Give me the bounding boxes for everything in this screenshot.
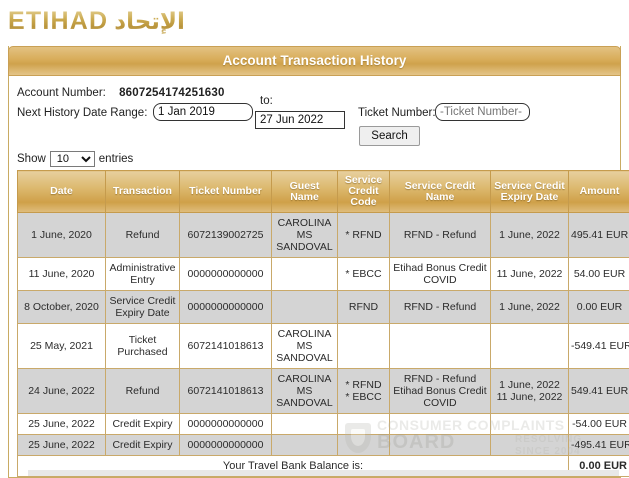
cell-transaction: Ticket Purchased [106, 324, 180, 369]
cell-transaction: Credit Expiry [106, 414, 180, 435]
cell-date: 25 May, 2021 [18, 324, 106, 369]
cell-guest [272, 291, 338, 324]
cell-date: 25 June, 2022 [18, 435, 106, 456]
transaction-panel: Account Transaction History Account Numb… [8, 46, 621, 478]
brand-name-latin: ETIHAD [8, 7, 108, 35]
cell-amount: -549.41 EUR [569, 324, 629, 369]
cell-transaction: Refund [106, 213, 180, 258]
column-header-6: Service Credit Expiry Date [491, 171, 569, 213]
date-to-input[interactable] [255, 111, 345, 129]
cell-ticket[interactable]: 0000000000000 [180, 435, 272, 456]
cell-expiry: 11 June, 2022 [491, 258, 569, 291]
cell-transaction: Credit Expiry [106, 435, 180, 456]
show-entries-prefix: Show [17, 153, 46, 165]
cell-transaction: Administrative Entry [106, 258, 180, 291]
cell-date: 11 June, 2020 [18, 258, 106, 291]
date-range-label: Next History Date Range: [17, 104, 147, 122]
cell-code: RFND [338, 291, 390, 324]
cell-code: * RFND [338, 213, 390, 258]
cell-amount: 495.41 EUR [569, 213, 629, 258]
cell-transaction: Refund [106, 369, 180, 414]
cell-credit-name: RFND - Refund Etihad Bonus Credit COVID [390, 369, 491, 414]
cell-date: 1 June, 2020 [18, 213, 106, 258]
cell-guest [272, 414, 338, 435]
cell-credit-name: Etihad Bonus Credit COVID [390, 258, 491, 291]
cell-guest [272, 435, 338, 456]
column-header-0: Date [18, 171, 106, 213]
cell-date: 25 June, 2022 [18, 414, 106, 435]
panel-body: Account Number: 8607254174251630 Next Hi… [9, 76, 620, 477]
ticket-number-input[interactable] [435, 103, 530, 121]
cell-guest: CAROLINA MS SANDOVAL [272, 369, 338, 414]
cell-date: 8 October, 2020 [18, 291, 106, 324]
cell-guest: CAROLINA MS SANDOVAL [272, 213, 338, 258]
cell-code: * RFND* EBCC [338, 369, 390, 414]
cell-expiry: 1 June, 2022 [491, 291, 569, 324]
cell-code [338, 324, 390, 369]
show-entries-control: Show 102550100 entries [17, 151, 612, 167]
entries-per-page-select[interactable]: 102550100 [50, 151, 95, 167]
bottom-strip [28, 470, 619, 476]
account-number-value: 8607254174251630 [119, 87, 225, 99]
cell-expiry: 1 June, 2022 [491, 213, 569, 258]
cell-expiry [491, 324, 569, 369]
cell-credit-name: RFND - Refund [390, 213, 491, 258]
brand-name-arabic: الإتحاد [114, 8, 185, 34]
cell-ticket[interactable]: 0000000000000 [180, 291, 272, 324]
show-entries-suffix: entries [99, 153, 134, 165]
cell-guest [272, 258, 338, 291]
cell-amount: 549.41 EUR [569, 369, 629, 414]
cell-credit-name [390, 414, 491, 435]
cell-ticket[interactable]: 0000000000000 [180, 414, 272, 435]
cell-amount: 54.00 EUR [569, 258, 629, 291]
cell-ticket[interactable]: 0000000000000 [180, 258, 272, 291]
cell-code [338, 414, 390, 435]
cell-credit-name [390, 324, 491, 369]
cell-ticket[interactable]: 6072141018613 [180, 369, 272, 414]
date-from-input[interactable] [153, 103, 253, 121]
cell-ticket[interactable]: 6072141018613 [180, 324, 272, 369]
search-form: Next History Date Range: to: Ticket Numb… [17, 103, 612, 145]
page-title: Account Transaction History [8, 46, 621, 76]
cell-transaction: Service Credit Expiry Date [106, 291, 180, 324]
cell-guest: CAROLINA MS SANDOVAL [272, 324, 338, 369]
date-to-label: to: [260, 92, 273, 110]
cell-expiry [491, 435, 569, 456]
account-number-label: Account Number: [17, 87, 106, 99]
cell-date: 24 June, 2022 [18, 369, 106, 414]
column-header-3: Guest Name [272, 171, 338, 213]
column-header-4: Service Credit Code [338, 171, 390, 213]
search-button[interactable]: Search [359, 126, 420, 146]
ticket-number-label: Ticket Number: [358, 104, 436, 122]
cell-credit-name: RFND - Refund [390, 291, 491, 324]
column-header-1: Transaction [106, 171, 180, 213]
column-header-7: Amount [569, 171, 629, 213]
cell-ticket[interactable]: 6072139002725 [180, 213, 272, 258]
column-header-2: Ticket Number [180, 171, 272, 213]
cell-expiry [491, 414, 569, 435]
cell-code: * EBCC [338, 258, 390, 291]
account-number-row: Account Number: 8607254174251630 [17, 87, 612, 99]
cell-amount: -495.41 EUR [569, 435, 629, 456]
cell-code [338, 435, 390, 456]
cell-credit-name [390, 435, 491, 456]
cell-amount: -54.00 EUR [569, 414, 629, 435]
cell-amount: 0.00 EUR [569, 291, 629, 324]
column-header-5: Service Credit Name [390, 171, 491, 213]
